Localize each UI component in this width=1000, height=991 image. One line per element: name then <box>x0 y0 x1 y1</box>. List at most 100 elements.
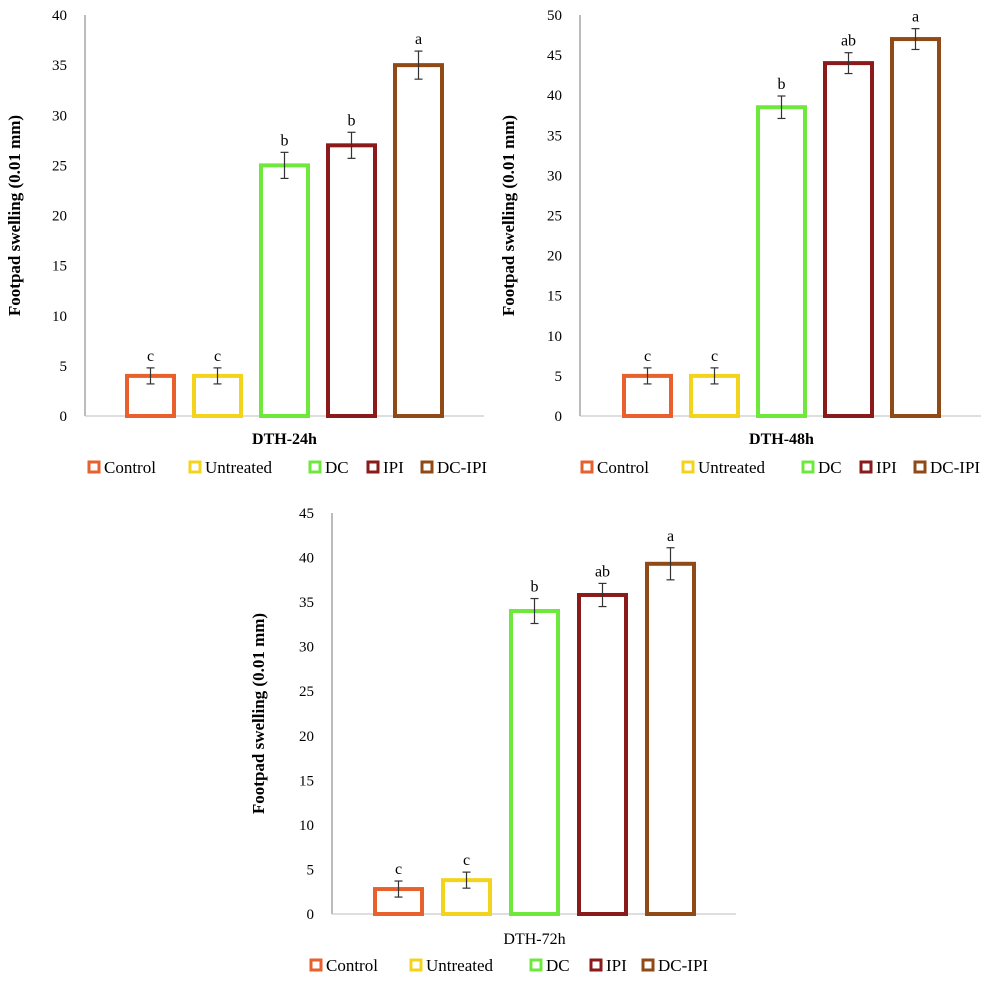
y-tick-label: 25 <box>299 684 314 700</box>
legend-item-dc: DC <box>308 458 349 477</box>
bar-ipi <box>577 592 628 917</box>
significance-label: b <box>281 132 289 149</box>
legend-swatch <box>589 958 603 972</box>
significance-label: c <box>214 348 221 365</box>
y-tick-label: 20 <box>52 209 67 225</box>
bar-dc-ipi <box>890 37 941 419</box>
significance-label: b <box>348 112 356 129</box>
chart-panel-3: 0 5 10 15 20 25 30 35 40 45 Footpad swelling (0.01… <box>249 506 736 975</box>
y-tick-label: 15 <box>52 259 67 275</box>
y-tick-label: 40 <box>52 8 67 24</box>
y-tick-label: 10 <box>52 309 67 325</box>
y-tick-label: 50 <box>547 8 562 24</box>
y-tick-label: 10 <box>299 818 314 834</box>
significance-label: c <box>147 348 154 365</box>
y-tick-label: 40 <box>299 551 314 567</box>
legend-swatch <box>859 460 873 474</box>
chart-panel-2: 0 5 10 15 20 25 30 35 40 45 50 Footpad swelling (0.… <box>499 8 981 477</box>
y-tick-label: 40 <box>547 88 562 104</box>
legend-label: IPI <box>383 458 404 477</box>
legend-swatch <box>580 460 594 474</box>
bar-dc <box>259 163 310 418</box>
y-tick-label: 25 <box>52 158 67 174</box>
legend-label: Untreated <box>698 458 766 477</box>
x-axis-label: DTH-24h <box>252 431 317 448</box>
legend-swatch <box>409 958 423 972</box>
y-axis-label: Footpad swelling (0.01 mm) <box>5 115 24 316</box>
y-tick-label: 5 <box>60 359 68 375</box>
significance-label: a <box>415 31 422 48</box>
y-tick-label: 5 <box>555 369 563 385</box>
legend-item-dc: DC <box>801 458 842 477</box>
y-tick-label: 0 <box>307 907 315 923</box>
y-tick-label: 0 <box>555 409 563 425</box>
significance-label: b <box>531 579 539 596</box>
legend-swatch <box>420 460 434 474</box>
bar-ipi <box>823 61 874 419</box>
y-tick-label: 30 <box>547 168 562 184</box>
bar-dc-ipi <box>393 63 444 418</box>
x-axis-label: DTH-48h <box>749 431 814 448</box>
y-tick-label: 30 <box>299 640 314 656</box>
legend-swatch <box>529 958 543 972</box>
legend-item-dc: DC <box>529 956 570 975</box>
legend-item-untreated: Untreated <box>188 458 273 477</box>
y-tick-label: 10 <box>547 329 562 345</box>
significance-label: c <box>395 861 402 878</box>
legend-item-untreated: Untreated <box>409 956 494 975</box>
legend-label: DC-IPI <box>658 956 708 975</box>
significance-label: a <box>667 528 674 545</box>
legend-item-control: Control <box>309 956 378 975</box>
legend-label: DC <box>818 458 842 477</box>
y-tick-label: 20 <box>299 729 314 745</box>
legend-label: Control <box>104 458 156 477</box>
significance-label: c <box>463 852 470 869</box>
x-axis-label: DTH-72h <box>503 931 565 948</box>
y-tick-label: 15 <box>299 773 314 789</box>
y-tick-label: 5 <box>307 862 315 878</box>
legend-swatch <box>913 460 927 474</box>
y-tick-label: 35 <box>547 128 562 144</box>
legend-label: Untreated <box>426 956 494 975</box>
y-axis-label: Footpad swelling (0.01 mm) <box>249 613 268 814</box>
legend-item-control: Control <box>580 458 649 477</box>
bar-ipi <box>326 143 377 418</box>
legend-swatch <box>309 958 323 972</box>
legend-item-untreated: Untreated <box>681 458 766 477</box>
y-tick-label: 35 <box>52 58 67 74</box>
legend-item-ipi: IPI <box>589 956 627 975</box>
legend-label: DC <box>546 956 570 975</box>
y-tick-label: 25 <box>547 209 562 225</box>
legend-item-dc-ipi: DC-IPI <box>641 956 708 975</box>
legend-label: DC <box>325 458 349 477</box>
bar-dc <box>756 105 807 418</box>
y-tick-label: 45 <box>547 48 562 64</box>
significance-label: ab <box>595 563 610 580</box>
legend-item-ipi: IPI <box>366 458 404 477</box>
bar-dc <box>509 609 560 916</box>
y-tick-label: 20 <box>547 249 562 265</box>
legend-label: Untreated <box>205 458 273 477</box>
legend-swatch <box>188 460 202 474</box>
significance-label: c <box>644 348 651 365</box>
legend-item-dc-ipi: DC-IPI <box>420 458 487 477</box>
legend-item-dc-ipi: DC-IPI <box>913 458 980 477</box>
legend-label: Control <box>597 458 649 477</box>
y-tick-label: 35 <box>299 595 314 611</box>
legend-item-control: Control <box>87 458 156 477</box>
significance-label: a <box>912 9 919 26</box>
y-tick-label: 30 <box>52 108 67 124</box>
y-tick-label: 45 <box>299 506 314 522</box>
significance-label: ab <box>841 33 856 50</box>
significance-label: b <box>778 76 786 93</box>
y-tick-label: 15 <box>547 289 562 305</box>
legend-swatch <box>308 460 322 474</box>
significance-label: c <box>711 348 718 365</box>
legend-swatch <box>366 460 380 474</box>
legend-label: DC-IPI <box>930 458 980 477</box>
chart-panel-1: 0 5 10 15 20 25 30 35 40 Footpad swelling (0.01 m… <box>5 8 487 477</box>
legend-swatch <box>801 460 815 474</box>
legend-swatch <box>87 460 101 474</box>
legend-label: DC-IPI <box>437 458 487 477</box>
